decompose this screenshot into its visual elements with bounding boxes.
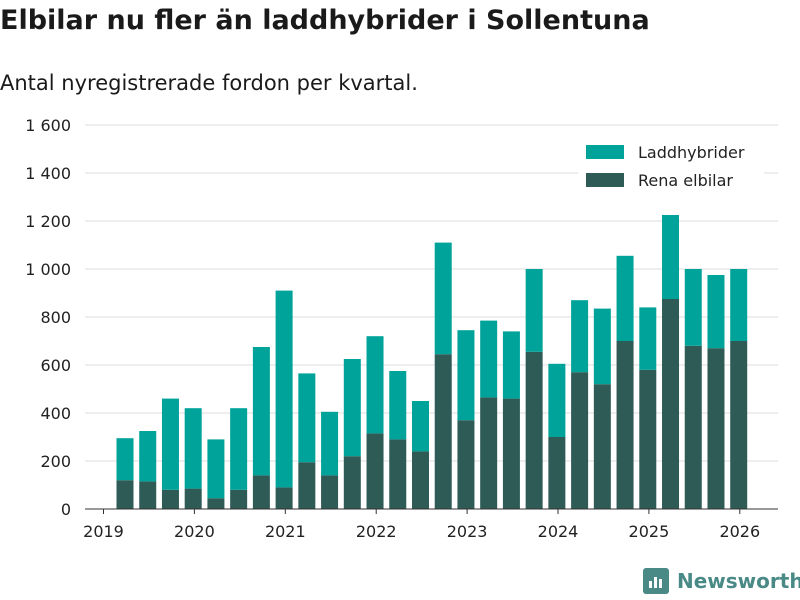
bar-segment — [275, 290, 293, 488]
newsworthy-logo: Newsworthy — [643, 568, 800, 594]
bar-segment — [389, 439, 407, 509]
y-tick-label: 800 — [40, 308, 71, 327]
bar-segment — [684, 345, 702, 509]
bar-segment — [457, 330, 475, 421]
legend-label: Laddhybrider — [638, 143, 745, 162]
bar-segment — [252, 475, 270, 509]
x-tick-label: 2021 — [265, 522, 306, 541]
bar-segment — [639, 307, 657, 370]
bar-segment — [139, 431, 157, 482]
y-tick-label: 1 000 — [25, 260, 71, 279]
bar-segment — [116, 480, 134, 509]
bar-segment — [252, 347, 270, 476]
bar-segment — [116, 438, 134, 481]
y-tick-label: 200 — [40, 452, 71, 471]
bar-segment — [480, 397, 498, 509]
bar-segment — [161, 398, 179, 490]
bar-segment — [730, 341, 748, 509]
bar-segment — [161, 489, 179, 509]
x-tick-label: 2022 — [356, 522, 397, 541]
legend-label: Rena elbilar — [638, 171, 733, 190]
bar-segment — [230, 489, 248, 509]
y-tick-label: 1 200 — [25, 212, 71, 231]
y-tick-label: 1 600 — [25, 116, 71, 135]
bar-segment — [571, 372, 589, 509]
bar-segment — [230, 408, 248, 490]
x-tick-label: 2025 — [629, 522, 670, 541]
bar-segment — [480, 320, 498, 398]
bar-segment — [139, 481, 157, 509]
bar-segment — [548, 363, 566, 437]
bar-segment — [207, 498, 225, 509]
y-tick-label: 0 — [61, 500, 71, 519]
legend-swatch — [586, 145, 624, 159]
bar-segment — [639, 369, 657, 509]
legend-swatch — [586, 173, 624, 187]
bar-chart-icon — [643, 568, 669, 594]
logo-text: Newsworthy — [677, 569, 800, 593]
bar-segment — [434, 354, 452, 509]
bar-segment — [366, 336, 384, 434]
bar-segment — [616, 341, 634, 509]
y-tick-label: 400 — [40, 404, 71, 423]
bar-segment — [321, 475, 339, 509]
bar-segment — [525, 269, 543, 352]
bar-segment — [321, 411, 339, 476]
bar-segment — [502, 331, 520, 399]
bar-segment — [457, 420, 475, 509]
bar-segment — [593, 384, 611, 509]
bar-segment — [184, 408, 202, 489]
x-tick-label: 2020 — [174, 522, 215, 541]
bar-segment — [684, 269, 702, 346]
bar-segment — [298, 462, 316, 509]
bar-segment — [411, 401, 429, 452]
x-tick-label: 2026 — [719, 522, 760, 541]
bar-segment — [662, 215, 680, 299]
chart-subtitle: Antal nyregistrerade fordon per kvartal. — [0, 71, 418, 95]
bar-segment — [275, 487, 293, 509]
y-tick-label: 600 — [40, 356, 71, 375]
x-tick-label: 2019 — [83, 522, 124, 541]
bar-segment — [525, 351, 543, 509]
y-tick-label: 1 400 — [25, 164, 71, 183]
bar-segment — [616, 255, 634, 341]
bar-segment — [343, 359, 361, 457]
bar-segment — [184, 488, 202, 509]
bar-segment — [662, 299, 680, 509]
bar-segment — [389, 371, 407, 440]
bar-segment — [548, 437, 566, 509]
bar-segment — [571, 300, 589, 373]
bar-segment — [343, 456, 361, 509]
bar-segment — [707, 275, 725, 349]
bar-segment — [366, 433, 384, 509]
bar-segment — [593, 308, 611, 385]
bar-segment — [298, 373, 316, 463]
bar-segment — [730, 269, 748, 341]
chart-title: Elbilar nu fler än laddhybrider i Sollen… — [0, 5, 650, 36]
bar-segment — [502, 398, 520, 509]
x-tick-label: 2023 — [447, 522, 488, 541]
bar-segment — [411, 451, 429, 509]
bar-segment — [207, 439, 225, 499]
bar-segment — [707, 348, 725, 509]
x-tick-label: 2024 — [538, 522, 579, 541]
bar-segment — [434, 242, 452, 355]
